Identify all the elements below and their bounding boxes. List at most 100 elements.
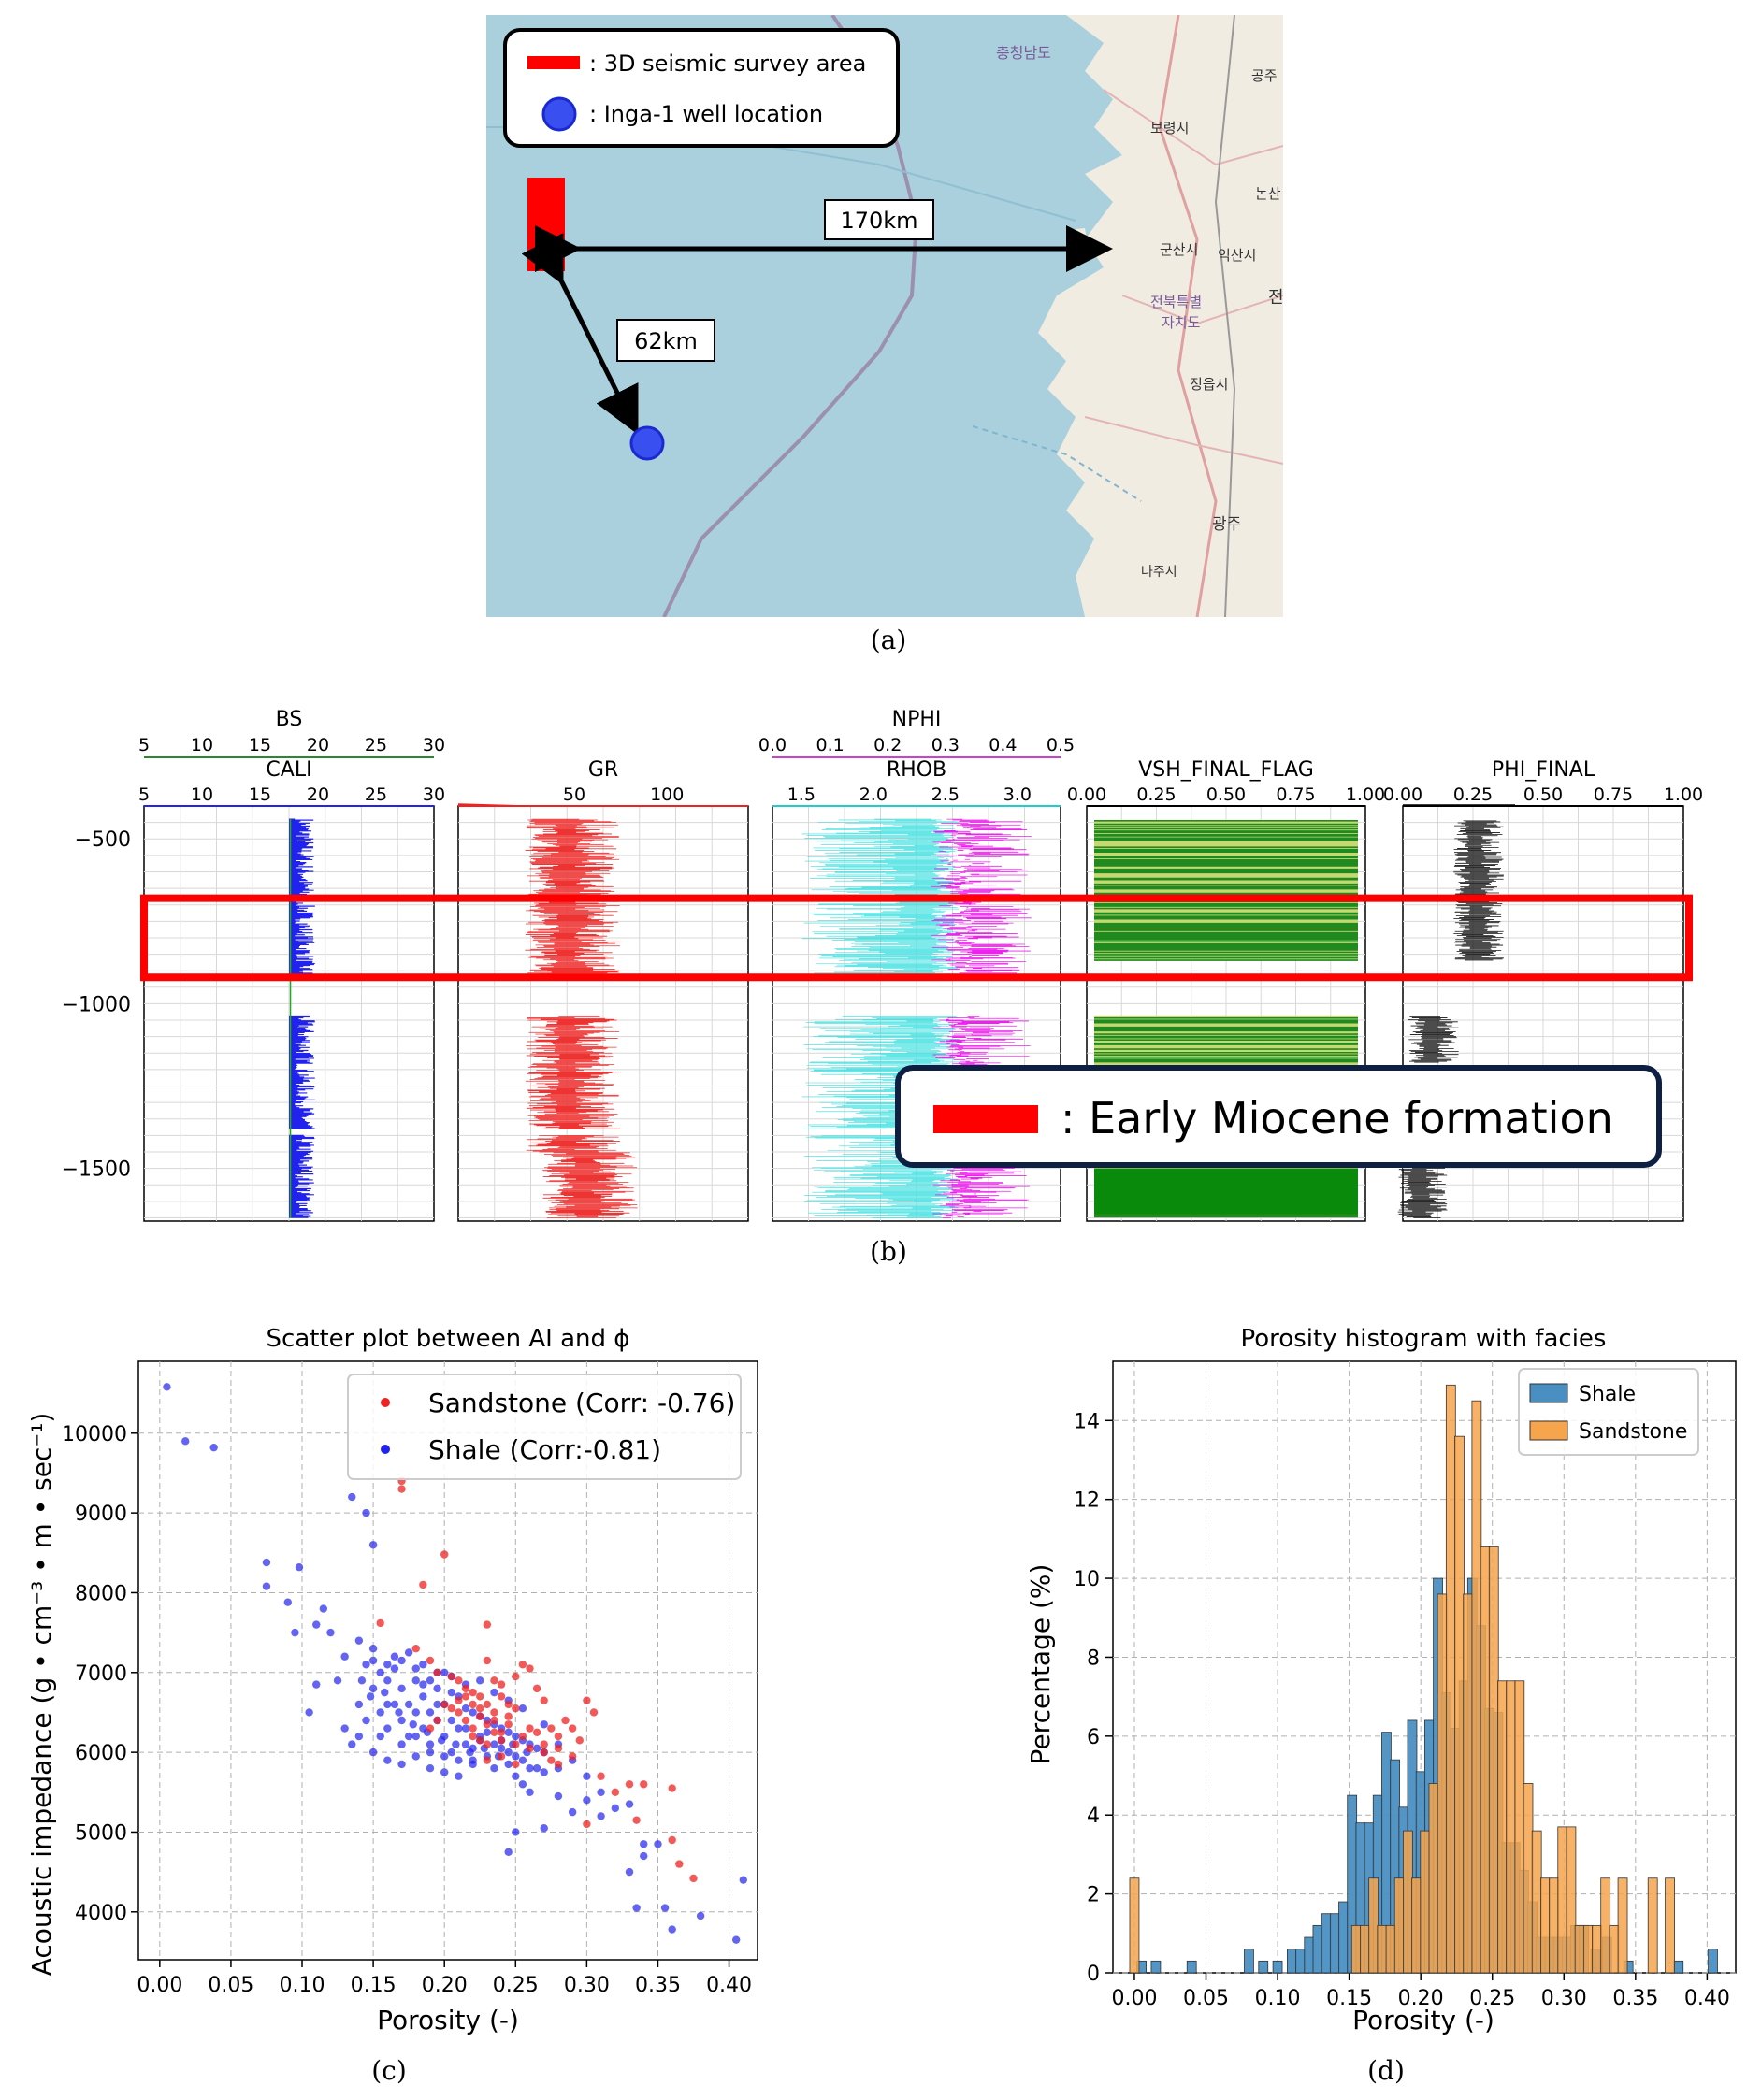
track-tick-label: 3.0 <box>1003 784 1032 805</box>
shale-point <box>512 1732 520 1741</box>
sandstone-point <box>512 1704 520 1713</box>
shale-point <box>368 1656 378 1665</box>
sandstone-point <box>526 1744 534 1753</box>
sandstone-point <box>532 1728 541 1736</box>
track-tick-label: 50 <box>563 784 585 805</box>
scatter-y-tick-label: 6000 <box>75 1742 127 1765</box>
sandstone-point <box>497 1752 506 1761</box>
vsh-flag-fill <box>1094 1168 1358 1215</box>
shale-point <box>483 1728 492 1736</box>
sandstone-point <box>497 1680 506 1689</box>
sandstone-point <box>583 1820 591 1829</box>
shale-point <box>397 1740 406 1748</box>
shale-point <box>540 1720 548 1729</box>
place-gongju: 공주 <box>1251 67 1278 84</box>
track-top-tick-label: 15 <box>249 735 271 755</box>
legend-sand-label: Sandstone (Corr: -0.76) <box>428 1388 735 1418</box>
sandstone-point <box>689 1874 698 1883</box>
shale-point <box>447 1688 456 1697</box>
shale-point <box>466 1748 474 1757</box>
shale-point <box>312 1680 321 1689</box>
sandstone-bar <box>1531 1830 1542 1974</box>
shale-point <box>469 1708 477 1717</box>
sandstone-bar <box>1506 1680 1517 1974</box>
shale-point <box>340 1724 349 1733</box>
shale-point <box>383 1724 392 1733</box>
shale-point <box>597 1788 605 1796</box>
sandstone-bar <box>1350 1924 1362 1974</box>
shale-point <box>362 1661 370 1669</box>
hist-title: Porosity histogram with facies <box>1241 1325 1607 1353</box>
place-gwangju: 광주 <box>1212 515 1241 534</box>
track-tick-label: 0.50 <box>1206 784 1246 805</box>
scatter-x-tick-label: 0.25 <box>493 1974 539 1997</box>
sandstone-bar <box>1582 1924 1594 1974</box>
sandstone-bar <box>1420 1830 1431 1974</box>
sandstone-point <box>376 1618 384 1628</box>
distance-label-well: 62km <box>634 328 698 354</box>
formation-legend-swatch <box>933 1105 1038 1133</box>
shale-point <box>490 1688 498 1697</box>
shale-point <box>383 1700 392 1709</box>
shale-point <box>354 1732 364 1741</box>
sandstone-bar <box>1377 1924 1388 1974</box>
sandstone-point <box>512 1740 520 1748</box>
track-tick-label: 1.00 <box>1664 784 1703 805</box>
histogram-plot-area: 0.00 0.05 0.10 0.15 0.20 0.25 0.30 0.35 0.40 0 2 4 6… <box>1074 1360 1737 2010</box>
caption-b: (b) <box>870 1236 907 1267</box>
hist-xlabel: Porosity (-) <box>1352 2005 1494 2035</box>
legend-sand-swatch <box>1529 1420 1568 1441</box>
shale-point <box>526 1764 534 1773</box>
shale-point <box>490 1740 498 1748</box>
shale-point <box>348 1740 356 1748</box>
shale-point <box>512 1828 520 1836</box>
shale-point <box>362 1508 370 1517</box>
sandstone-point <box>476 1692 484 1701</box>
sandstone-point <box>447 1672 456 1681</box>
track-top-tick-label: 0.2 <box>874 735 902 755</box>
shale-point <box>660 1904 670 1912</box>
track-tick-label: 5 <box>138 784 150 805</box>
sandstone-point <box>561 1716 570 1725</box>
distance-label-coast: 170km <box>840 208 917 234</box>
shale-point <box>452 1740 460 1748</box>
shale-point <box>411 1708 420 1717</box>
shale-point <box>262 1558 271 1567</box>
place-chungnam: 충청남도 <box>996 44 1051 62</box>
shale-bar <box>1673 1960 1684 1974</box>
sandstone-point <box>554 1760 563 1769</box>
distance-arrow-well <box>521 233 639 435</box>
sandstone-point <box>490 1716 498 1725</box>
hist-y-tick-label: 2 <box>1087 1884 1100 1907</box>
map-road <box>1158 15 1218 617</box>
scatter-x-tick-label: 0.15 <box>351 1974 397 1997</box>
map-land <box>1038 15 1283 617</box>
sandstone-point <box>476 1736 484 1745</box>
shale-point <box>739 1876 747 1884</box>
sandstone-bar <box>1665 1877 1675 1974</box>
sandstone-point <box>411 1645 420 1653</box>
legend-survey-swatch <box>527 56 580 69</box>
place-jeongeup: 정읍시 <box>1190 376 1228 393</box>
scatter-x-tick-label: 0.30 <box>564 1974 610 1997</box>
sandstone-point <box>483 1620 492 1629</box>
sandstone-point <box>568 1752 577 1761</box>
shale-point <box>397 1684 406 1693</box>
track-tick-label: 0.75 <box>1276 784 1315 805</box>
place-jeonbuk: 전북특별 <box>1150 294 1202 310</box>
place-naju: 나주시 <box>1141 565 1177 580</box>
legend-sand-label: Sandstone <box>1579 1420 1687 1444</box>
sandstone-point <box>512 1760 520 1769</box>
shale-point <box>490 1764 498 1773</box>
scatter-y-tick-label: 7000 <box>75 1662 127 1686</box>
map-road-3 <box>1121 295 1283 325</box>
shale-point <box>404 1732 413 1741</box>
sandstone-point <box>469 1724 477 1733</box>
shale-point <box>354 1700 364 1709</box>
sandstone-point <box>461 1716 470 1725</box>
sandstone-bar <box>1600 1877 1611 1974</box>
shale-point <box>319 1604 328 1613</box>
shale-bar <box>1150 1960 1162 1974</box>
track-top-tick-label: 0.1 <box>816 735 844 755</box>
scatter-legend <box>347 1374 742 1480</box>
